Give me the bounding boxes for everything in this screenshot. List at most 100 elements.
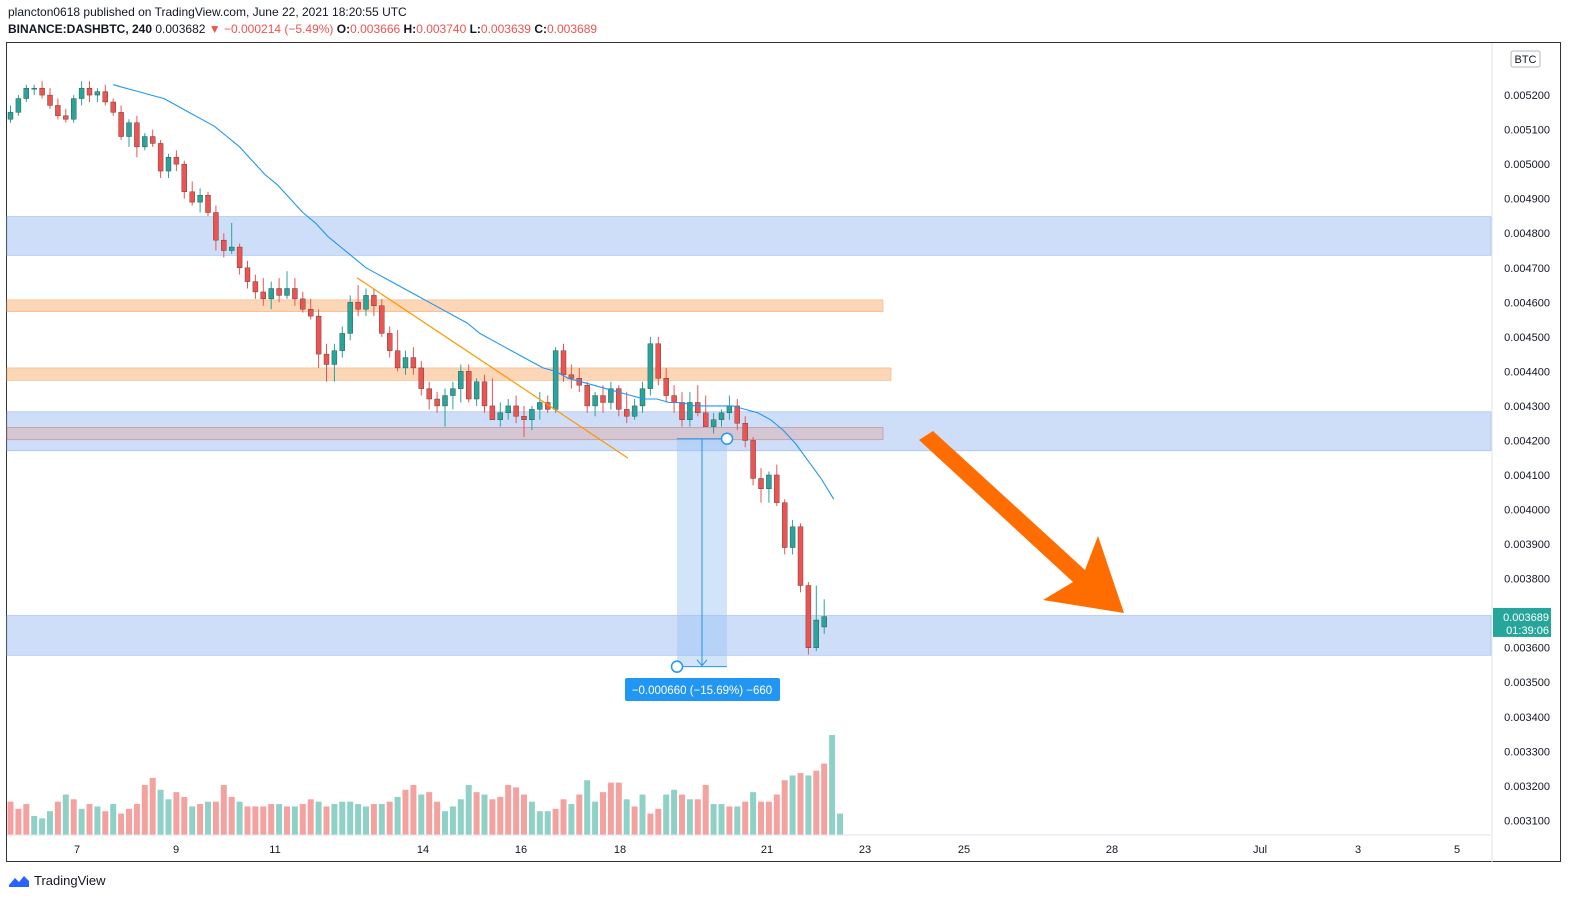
candle-body	[552, 350, 559, 410]
y-tick-label: 0.005200	[1504, 90, 1550, 102]
candle-body	[252, 281, 259, 293]
candle-body	[205, 195, 211, 213]
candle-body	[758, 478, 764, 490]
y-tick-label: 0.004800	[1504, 228, 1550, 240]
candle-body	[568, 374, 575, 379]
volume-bar	[102, 811, 109, 835]
x-tick-label: 5	[1454, 844, 1460, 856]
candle-body	[663, 378, 669, 396]
volume-bar	[355, 804, 362, 835]
volume-bar	[765, 801, 772, 835]
volume-bar	[339, 801, 346, 835]
candle-body	[276, 288, 282, 296]
volume-bar	[141, 785, 148, 835]
candle-body	[94, 91, 101, 96]
volume-bar	[181, 796, 188, 835]
candle-body	[600, 395, 606, 403]
candle-body	[213, 212, 219, 241]
candle-body	[221, 239, 227, 251]
x-tick-label: 3	[1355, 844, 1361, 856]
volume-bar	[473, 792, 480, 835]
measure-handle	[670, 660, 684, 673]
price-tag-value: 0.003689	[1503, 612, 1549, 624]
volume-bar	[62, 794, 69, 835]
y-tick-label: 0.004700	[1504, 263, 1550, 275]
candle-body	[782, 502, 788, 548]
volume-bar	[291, 806, 298, 835]
candle-body	[560, 350, 567, 376]
volume-bar	[323, 806, 330, 835]
measure-arrow-head	[696, 659, 708, 667]
candle-body	[766, 474, 772, 490]
volume-bar	[710, 804, 717, 835]
last-price: 0.003682	[155, 22, 206, 36]
volume-bar	[726, 806, 733, 835]
y-tick-label: 0.003100	[1504, 815, 1550, 827]
volume-bar	[552, 808, 559, 835]
volume-bar	[600, 792, 606, 835]
candle-body	[426, 388, 432, 400]
currency-badge-label: BTC	[1515, 54, 1537, 66]
volume-bar	[718, 804, 725, 835]
publisher-text: plancton0618 published on TradingView.co…	[8, 5, 407, 19]
candle-body	[410, 357, 417, 369]
volume-bar	[773, 794, 780, 835]
candle-body	[473, 381, 480, 400]
volume-bar	[315, 801, 322, 835]
volume-bar	[347, 801, 354, 835]
volume-bar	[615, 782, 622, 835]
y-tick-label: 0.003500	[1504, 677, 1550, 689]
x-tick-label: 9	[173, 844, 179, 856]
candle-body	[102, 91, 109, 103]
candle-body	[797, 526, 804, 586]
volume-bar	[402, 789, 409, 835]
candle-body	[236, 246, 243, 268]
y-tick-label: 0.005100	[1504, 125, 1550, 137]
volume-bar	[220, 785, 227, 835]
volume-bar	[7, 801, 14, 835]
y-tick-label: 0.004200	[1504, 435, 1550, 447]
candle-body	[789, 526, 796, 548]
volume-bar	[78, 808, 85, 835]
volume-bar	[789, 775, 796, 835]
y-tick-label: 0.003200	[1504, 781, 1550, 793]
candle-body	[371, 295, 377, 306]
high-value: 0.003740	[416, 22, 467, 36]
volume-bar	[679, 794, 685, 835]
candle-body	[86, 87, 93, 96]
volume-bar	[39, 818, 46, 835]
volume-bar	[94, 806, 101, 835]
high-label: H:	[403, 22, 417, 36]
y-tick-label: 0.003600	[1504, 643, 1550, 655]
y-tick-label: 0.003800	[1504, 574, 1550, 586]
publisher-line: plancton0618 published on TradingView.co…	[8, 5, 407, 19]
volume-bar	[568, 804, 575, 835]
volume-bar	[70, 799, 77, 835]
candle-body	[750, 440, 756, 479]
volume-bar	[497, 796, 504, 835]
candle-body	[481, 381, 488, 407]
y-tick-label: 0.004000	[1504, 505, 1550, 517]
volume-bar	[23, 804, 30, 835]
currency-badge	[1510, 50, 1541, 68]
volume-bar	[607, 782, 614, 835]
footer-brand[interactable]: TradingView	[8, 873, 106, 888]
symbol-label[interactable]: BINANCE:DASHBTC, 240	[8, 22, 153, 36]
volume-bar	[449, 806, 456, 835]
volume-bar	[299, 804, 306, 835]
volume-bar	[31, 815, 38, 835]
volume-bar	[694, 799, 701, 835]
candle-body	[315, 315, 322, 355]
x-tick-label: 23	[859, 844, 871, 856]
low-label: L:	[469, 22, 481, 36]
close-value: 0.003689	[547, 22, 598, 36]
volume-bar	[639, 794, 646, 835]
volume-bar	[797, 773, 804, 835]
y-tick-label: 0.004600	[1504, 297, 1550, 309]
volume-bar	[54, 801, 61, 835]
candle-body	[268, 288, 274, 300]
candle-body	[394, 350, 401, 369]
volume-bar	[837, 813, 843, 835]
volume-bar	[268, 804, 275, 835]
